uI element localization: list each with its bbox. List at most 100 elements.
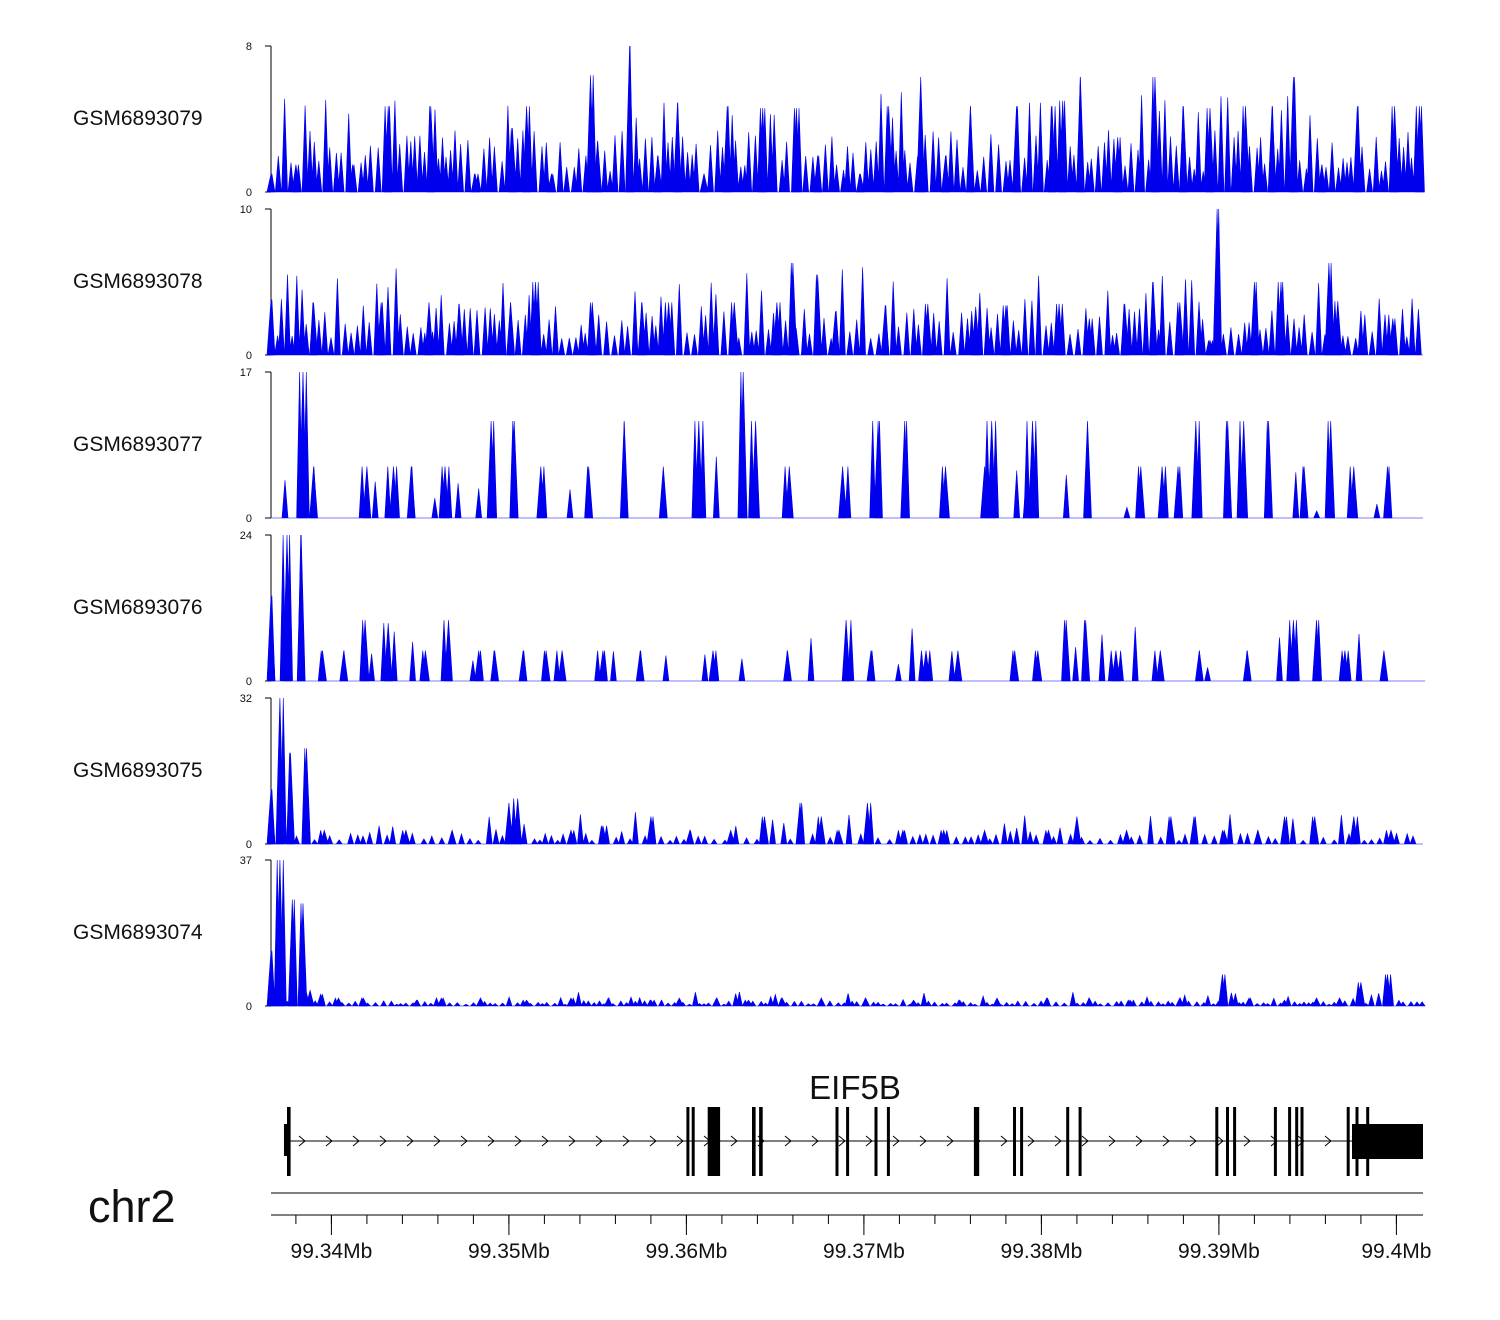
coverage-peak bbox=[923, 303, 933, 356]
coverage-peak bbox=[694, 420, 704, 519]
coverage-peak bbox=[884, 106, 894, 193]
track-label: GSM6893075 bbox=[73, 759, 203, 782]
exon bbox=[973, 1107, 980, 1176]
strand-arrow bbox=[784, 1135, 792, 1147]
track-label: GSM6893076 bbox=[73, 596, 203, 619]
coverage-peak bbox=[751, 420, 760, 519]
coverage-peak bbox=[362, 466, 372, 519]
exon bbox=[874, 1107, 878, 1176]
strand-arrow bbox=[460, 1135, 468, 1147]
coverage-peak bbox=[298, 371, 308, 519]
coverage-peak bbox=[1076, 76, 1085, 193]
x-axis-tick-label: 99.36Mb bbox=[646, 1240, 728, 1263]
coverage-peak bbox=[302, 748, 311, 845]
coverage-track-GSM6893079: GSM6893079 8 0 bbox=[73, 41, 1425, 199]
coverage-peak bbox=[1084, 318, 1094, 356]
coverage-peak bbox=[1415, 106, 1424, 193]
coverage-peak bbox=[1218, 974, 1227, 1007]
coverage-peak bbox=[603, 997, 613, 1007]
coverage-peak bbox=[1219, 829, 1229, 845]
coverage-peak bbox=[348, 164, 357, 193]
coverage-peak bbox=[841, 620, 851, 682]
coverage-peak bbox=[664, 302, 673, 356]
coverage-peak bbox=[699, 173, 709, 193]
coverage-peak bbox=[1356, 982, 1366, 1007]
coverage-peak bbox=[286, 752, 295, 845]
coverage-peak bbox=[1042, 997, 1052, 1007]
coverage-peak bbox=[980, 466, 989, 519]
coverage-peak bbox=[625, 45, 634, 193]
strand-arrow bbox=[379, 1135, 387, 1147]
coverage-peak bbox=[1083, 420, 1092, 519]
coverage-peak bbox=[475, 997, 485, 1007]
coverage-peak bbox=[1386, 829, 1396, 845]
strand-arrow bbox=[1189, 1135, 1197, 1147]
exon bbox=[1215, 1107, 1219, 1176]
exon bbox=[1288, 1107, 1292, 1176]
coverage-peak bbox=[784, 466, 794, 519]
coverage-peak bbox=[584, 466, 594, 519]
coverage-peak bbox=[541, 650, 551, 682]
exon bbox=[1020, 1107, 1024, 1176]
coverage-peak bbox=[955, 999, 965, 1007]
strand-arrow bbox=[568, 1135, 576, 1147]
x-axis-tick-label: 99.34Mb bbox=[291, 1240, 373, 1263]
coverage-peak bbox=[406, 466, 416, 519]
coverage-peak bbox=[1175, 997, 1185, 1007]
coverage-peak bbox=[1061, 620, 1071, 682]
y-min-label: 0 bbox=[246, 513, 252, 525]
coverage-peak bbox=[1349, 466, 1359, 519]
strand-arrow bbox=[1000, 1135, 1008, 1147]
coverage-peak bbox=[266, 299, 276, 356]
coverage-peak bbox=[1299, 466, 1309, 519]
track-label: GSM6893074 bbox=[73, 921, 203, 944]
coverage-peak bbox=[547, 173, 556, 193]
coverage-peak bbox=[447, 829, 457, 845]
coverage-peak bbox=[1191, 420, 1201, 519]
coverage-peak bbox=[1054, 303, 1064, 356]
exon bbox=[1078, 1107, 1082, 1176]
coverage-peak bbox=[792, 108, 801, 193]
coverage-peak bbox=[1223, 420, 1233, 519]
coverage-peak bbox=[673, 102, 682, 193]
y-max-label: 32 bbox=[240, 693, 252, 705]
coverage-peak bbox=[772, 302, 782, 356]
coverage-peak bbox=[1001, 305, 1011, 356]
coverage-peak bbox=[1239, 420, 1249, 519]
coverage-peak bbox=[333, 997, 343, 1007]
y-min-label: 0 bbox=[246, 187, 252, 199]
coverage-peak bbox=[266, 789, 276, 845]
coverage-peak bbox=[1383, 466, 1392, 519]
exon bbox=[1352, 1124, 1423, 1159]
coverage-peak bbox=[319, 829, 329, 845]
coverage-peak bbox=[1111, 650, 1121, 682]
coverage-peak bbox=[863, 802, 872, 845]
coverage-area bbox=[268, 371, 1423, 519]
coverage-peak bbox=[987, 420, 996, 519]
coverage-peak bbox=[266, 950, 276, 1007]
coverage-peak bbox=[1388, 318, 1398, 356]
coverage-peak bbox=[1195, 650, 1204, 682]
exon bbox=[1273, 1107, 1277, 1176]
coverage-peak bbox=[1175, 302, 1185, 356]
coverage-peak bbox=[1072, 816, 1082, 845]
coverage-peak bbox=[646, 816, 656, 845]
strand-arrow bbox=[946, 1135, 954, 1147]
coverage-peak bbox=[598, 650, 608, 682]
coverage-track-GSM6893078: GSM6893078 10 0 bbox=[73, 204, 1423, 362]
coverage-peak bbox=[1044, 829, 1053, 845]
gene-track: EIF5B bbox=[283, 1069, 1423, 1176]
coverage-peak bbox=[383, 623, 393, 682]
x-axis-tick-label: 99.37Mb bbox=[823, 1240, 905, 1263]
coverage-peak bbox=[506, 302, 515, 356]
coverage-peak bbox=[339, 650, 349, 682]
coverage-peak bbox=[1205, 339, 1215, 356]
coverage-peak bbox=[1058, 100, 1067, 193]
coverage-peak bbox=[1166, 816, 1176, 845]
coverage-peak bbox=[586, 75, 595, 193]
strand-arrow bbox=[811, 1135, 819, 1147]
coverage-peak bbox=[318, 650, 327, 682]
coverage-peak bbox=[953, 650, 963, 682]
coverage-peak bbox=[685, 829, 695, 845]
